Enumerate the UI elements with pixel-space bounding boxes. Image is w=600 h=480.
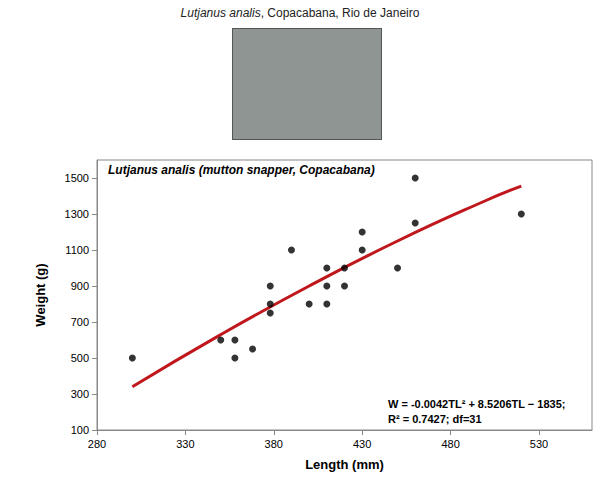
svg-text:1300: 1300 <box>65 208 89 220</box>
svg-text:700: 700 <box>71 316 89 328</box>
svg-text:300: 300 <box>71 388 89 400</box>
svg-text:500: 500 <box>71 352 89 364</box>
html-text:Lutjanus analis, Copacabana, R: Lutjanus analis, Copacabana, Rio de Jane… <box>180 6 420 20</box>
svg-text:1100: 1100 <box>65 244 89 256</box>
svg-text:380: 380 <box>265 438 283 450</box>
svg-text:100: 100 <box>71 424 89 436</box>
svg-text:Lutjanus analis (mutton snappe: Lutjanus analis (mutton snapper, Copacab… <box>108 163 375 177</box>
svg-text:Weight (g): Weight (g) <box>33 263 48 326</box>
svg-text:1500: 1500 <box>65 172 89 184</box>
svg-text:480: 480 <box>441 438 459 450</box>
svg-text:280: 280 <box>88 438 106 450</box>
svg-text:430: 430 <box>353 438 371 450</box>
svg-text:R² = 0.7427; df=31: R² = 0.7427; df=31 <box>388 413 482 425</box>
svg-text:Length (mm): Length (mm) <box>305 457 384 472</box>
svg-text:900: 900 <box>71 280 89 292</box>
svg-text:W = -0.0042TL² + 8.5206TL − 18: W = -0.0042TL² + 8.5206TL − 1835; <box>388 398 565 410</box>
svg-text:530: 530 <box>530 438 548 450</box>
svg-text:330: 330 <box>176 438 194 450</box>
